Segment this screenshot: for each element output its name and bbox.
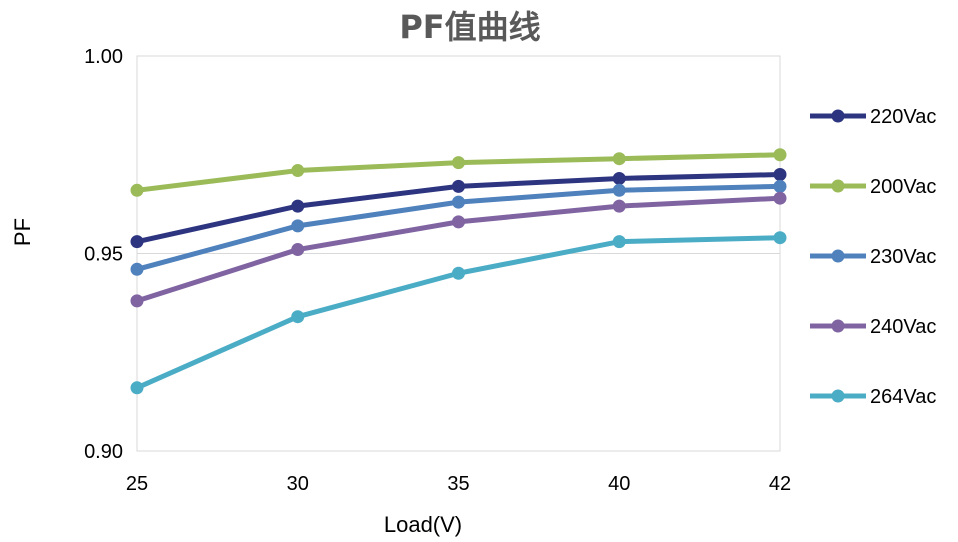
- legend-label: 220Vac: [870, 106, 936, 128]
- series-line: [134, 235, 783, 391]
- y-tick-label: 0.95: [84, 244, 123, 266]
- series-240Vac: [130, 191, 787, 308]
- y-axis-label: PF: [10, 218, 35, 246]
- data-point: [291, 243, 305, 257]
- data-point: [130, 381, 144, 395]
- data-point: [773, 148, 787, 162]
- legend-item: 230Vac: [810, 246, 936, 268]
- data-point: [130, 294, 144, 308]
- plot-area: [136, 55, 781, 452]
- legend-item: 200Vac: [810, 176, 936, 198]
- legend-item: 264Vac: [810, 386, 936, 408]
- y-tick-label: 0.90: [84, 441, 123, 463]
- data-point: [773, 179, 787, 193]
- x-tick-label: 42: [769, 473, 791, 495]
- data-point: [612, 152, 626, 166]
- legend: 220Vac 200Vac 230Vac 240Vac 264Vac: [810, 106, 936, 408]
- data-point: [773, 168, 787, 181]
- series-lines: [130, 148, 787, 395]
- chart-title: PF值曲线: [399, 8, 540, 46]
- data-point: [773, 191, 787, 205]
- x-tick-label: 40: [608, 473, 630, 495]
- data-point: [130, 183, 144, 197]
- legend-label: 264Vac: [870, 386, 936, 408]
- legend-label: 200Vac: [870, 176, 936, 198]
- legend-swatch-marker: [831, 389, 845, 403]
- legend-swatch-marker: [831, 249, 845, 263]
- legend-swatch-marker: [831, 319, 845, 333]
- data-point: [612, 183, 626, 197]
- data-point: [452, 266, 465, 280]
- series-220Vac: [130, 168, 787, 249]
- data-point: [452, 195, 465, 209]
- y-tick-label: 1.00: [84, 46, 123, 68]
- x-tick-label: 30: [287, 473, 309, 495]
- data-point: [612, 235, 626, 249]
- data-point: [291, 199, 305, 213]
- data-point: [291, 164, 305, 178]
- legend-label: 240Vac: [870, 316, 936, 338]
- data-point: [612, 199, 626, 213]
- data-point: [130, 262, 144, 276]
- data-point: [452, 179, 465, 193]
- series-264Vac: [130, 231, 787, 395]
- data-point: [291, 310, 305, 324]
- data-point: [130, 235, 144, 249]
- legend-item: 220Vac: [810, 106, 936, 128]
- legend-item: 240Vac: [810, 316, 936, 338]
- x-axis-label: Load(V): [384, 512, 462, 537]
- legend-swatch-marker: [831, 179, 845, 193]
- data-point: [452, 215, 465, 229]
- x-tick-label: 35: [447, 473, 469, 495]
- data-point: [773, 231, 787, 245]
- x-tick-label: 25: [126, 473, 148, 495]
- data-point: [452, 156, 465, 170]
- series-200Vac: [130, 148, 787, 197]
- gridlines: [137, 55, 780, 452]
- y-axis-ticks: 0.90 0.95 1.00: [84, 46, 123, 463]
- legend-label: 230Vac: [870, 246, 936, 268]
- data-point: [612, 171, 626, 185]
- x-axis-ticks: 25 30 35 40 42: [126, 473, 791, 495]
- data-point: [291, 219, 305, 233]
- legend-swatch-marker: [831, 109, 845, 123]
- series-230Vac: [130, 179, 787, 276]
- series-line: [134, 195, 783, 304]
